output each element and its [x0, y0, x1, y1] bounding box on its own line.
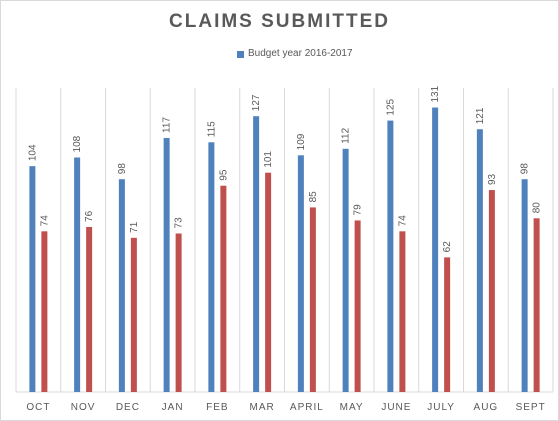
data-label-series1-feb: 115: [206, 121, 217, 137]
bar-series1-sept: [521, 179, 528, 392]
data-label-series1-sept: 98: [520, 163, 531, 175]
x-tick-label-oct: OCT: [26, 402, 50, 413]
data-label-series2-oct: 74: [39, 215, 50, 227]
x-tick-label-july: JULY: [427, 402, 455, 413]
x-tick-label-may: MAY: [340, 402, 364, 413]
data-label-series2-sept: 80: [532, 202, 543, 214]
x-tick-label-april: APRIL: [290, 402, 324, 413]
bar-series1-feb: [208, 142, 215, 392]
bar-series1-oct: [29, 166, 36, 392]
bar-series1-jan: [163, 137, 170, 392]
bar-series2-dec: [130, 237, 137, 392]
x-tick-label-jan: JAN: [162, 402, 184, 413]
x-tick-label-mar: MAR: [250, 402, 275, 413]
data-label-series2-nov: 76: [84, 210, 95, 222]
data-label-series2-july: 62: [442, 241, 453, 253]
bar-series2-june: [399, 231, 406, 392]
data-label-series2-may: 79: [353, 204, 364, 216]
data-label-series2-mar: 101: [263, 151, 274, 168]
data-label-series1-july: 131: [430, 85, 441, 102]
bar-series2-mar: [265, 172, 272, 392]
bar-series1-nov: [74, 157, 81, 392]
x-tick-label-nov: NOV: [71, 402, 96, 413]
bar-series2-feb: [220, 185, 227, 392]
data-label-series1-dec: 98: [117, 163, 128, 175]
bar-series2-oct: [41, 231, 48, 392]
bar-series2-aug: [488, 190, 495, 392]
x-tick-label-sept: SEPT: [516, 402, 546, 413]
bar-series2-jan: [175, 233, 182, 392]
data-label-series2-april: 85: [308, 191, 319, 203]
data-label-series1-mar: 127: [251, 94, 262, 111]
chart-title: CLAIMS SUBMITTED: [169, 11, 390, 32]
bar-series1-june: [387, 120, 394, 393]
bar-series1-aug: [476, 129, 483, 392]
bar-series1-mar: [253, 116, 260, 392]
bar-series2-july: [444, 257, 451, 392]
data-label-series2-june: 74: [397, 215, 408, 227]
legend-swatch-budget-year: [237, 51, 244, 58]
bar-series1-april: [297, 155, 304, 392]
data-label-series1-april: 109: [296, 133, 307, 150]
data-label-series1-june: 125: [385, 98, 396, 115]
bar-series1-may: [342, 148, 349, 392]
data-label-series1-aug: 121: [475, 107, 486, 124]
data-label-series2-jan: 73: [174, 217, 185, 229]
data-label-series1-oct: 104: [27, 144, 38, 161]
x-tick-label-aug: AUG: [474, 402, 499, 413]
data-label-series2-aug: 93: [487, 173, 498, 185]
x-tick-label-june: JUNE: [381, 402, 411, 413]
x-tick-label-dec: DEC: [116, 402, 140, 413]
bar-series2-april: [309, 207, 316, 392]
bar-series1-dec: [118, 179, 125, 392]
data-label-series2-dec: 71: [129, 221, 140, 233]
bar-series2-nov: [86, 226, 93, 392]
x-tick-label-feb: FEB: [206, 402, 228, 413]
bar-series2-sept: [533, 218, 540, 392]
data-label-series1-may: 112: [341, 127, 352, 143]
data-label-series2-feb: 95: [218, 169, 229, 181]
data-label-series1-nov: 108: [72, 135, 83, 152]
data-label-series1-jan: 117: [162, 117, 173, 133]
bar-series2-may: [354, 220, 361, 392]
legend-label-budget-year: Budget year 2016-2017: [248, 48, 353, 59]
bar-series1-july: [432, 107, 439, 393]
chart-legend: Budget year 2016-2017: [237, 47, 353, 61]
